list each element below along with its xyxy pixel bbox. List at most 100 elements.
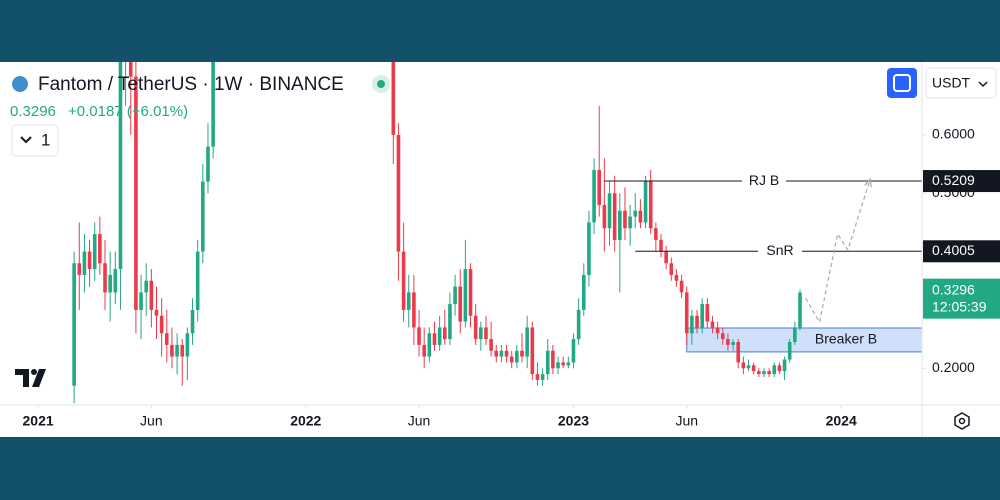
price-badge <box>923 170 1000 193</box>
x-tick-label: Jun <box>675 413 698 429</box>
candle-body <box>746 365 751 369</box>
candle-body <box>618 210 622 240</box>
candle-body <box>103 263 107 293</box>
plot-area <box>72 62 922 404</box>
candle-body <box>201 181 205 252</box>
candle-body <box>427 333 432 357</box>
candle-body <box>530 327 535 375</box>
price-change: +0.0187 (+6.01%) <box>68 103 188 120</box>
candle-body <box>587 222 591 275</box>
candle-body <box>695 315 699 328</box>
candle-body <box>391 62 396 135</box>
candle-body <box>762 371 766 375</box>
candle-body <box>798 292 802 328</box>
candle-body <box>720 333 725 340</box>
candle-body <box>175 344 179 357</box>
candle-body <box>751 365 756 372</box>
candle-body <box>540 374 545 380</box>
candle-body <box>654 228 658 240</box>
candle-body <box>87 251 92 270</box>
candle-body <box>669 263 674 275</box>
candle-body <box>515 350 519 363</box>
x-tick-label: 2021 <box>23 413 54 429</box>
currency-label: USDT <box>932 75 971 91</box>
candle-body <box>674 274 679 281</box>
candle-body <box>453 286 457 305</box>
breaker-zone <box>686 327 922 353</box>
candle-body <box>72 263 76 386</box>
candle-body <box>659 239 663 252</box>
candle-body <box>576 309 581 340</box>
candle-body <box>82 251 87 275</box>
candle-body <box>128 62 133 77</box>
candle-body <box>113 269 118 293</box>
candle-body <box>154 309 159 316</box>
candle-body <box>551 350 555 369</box>
candle-body <box>458 286 463 322</box>
settings-icon[interactable] <box>954 412 970 430</box>
x-tick-label: Jun <box>408 413 431 429</box>
candle-body <box>731 342 735 345</box>
candle-body <box>118 62 123 270</box>
candle-body <box>463 269 468 322</box>
candle-body <box>741 362 746 369</box>
candle-body <box>612 193 617 240</box>
candle-body <box>566 362 571 366</box>
candle-body <box>159 315 164 334</box>
settings-icon-center <box>958 417 966 425</box>
candle-body <box>793 327 797 342</box>
currency-chevron <box>978 81 988 88</box>
candle-body <box>592 169 596 223</box>
candle-body <box>417 327 421 345</box>
level-label: RJ B <box>749 172 779 188</box>
candle-body <box>607 193 612 229</box>
candle-body <box>525 327 529 357</box>
overlay: Fantom / TetherUS · 1W · BINANCE 0.3296 … <box>10 67 997 430</box>
candle-body <box>422 344 426 357</box>
candle-body <box>195 251 200 310</box>
candle-body <box>597 169 602 205</box>
candle-body <box>643 181 648 223</box>
x-tick-label: 2022 <box>290 413 321 429</box>
candle-body <box>700 304 704 328</box>
candle-body <box>684 292 689 334</box>
countdown-label: 12:05:39 <box>932 298 987 314</box>
candle-body <box>77 263 82 275</box>
candle-body <box>638 210 643 223</box>
candle-body <box>772 365 777 375</box>
x-tick-label: 2024 <box>826 413 857 429</box>
candle-body <box>479 327 483 340</box>
interval-button[interactable] <box>11 124 59 157</box>
chart-panel <box>0 62 1000 437</box>
y-tick-label: 0.2000 <box>932 359 975 375</box>
candle-body <box>489 339 493 351</box>
symbol-title: Fantom / TetherUS · 1W · BINANCE <box>38 74 344 95</box>
candle-body <box>757 371 761 375</box>
candle-body <box>412 292 416 328</box>
level-label-bg <box>758 242 802 261</box>
level-label: SnR <box>766 242 793 258</box>
candle-body <box>602 204 607 229</box>
candle-body <box>556 362 560 369</box>
candle-body <box>777 365 782 372</box>
fullscreen-icon <box>893 74 911 92</box>
candle-body <box>134 76 138 310</box>
candle-body <box>628 216 632 229</box>
candle-body <box>571 339 576 363</box>
candle-body <box>679 280 684 293</box>
candle-body <box>782 359 787 372</box>
candle-body <box>164 333 169 345</box>
candle-body <box>535 374 540 380</box>
currency-select[interactable] <box>925 67 997 99</box>
candle-body <box>473 315 478 340</box>
candle-body <box>139 292 143 310</box>
candle-body <box>468 269 473 316</box>
candle-body <box>710 321 715 328</box>
candle-body <box>170 344 174 357</box>
candle-body <box>448 304 452 340</box>
candle-body <box>767 371 771 375</box>
tv-logo <box>15 369 46 387</box>
y-tick-label: 0.6000 <box>932 126 975 142</box>
fullscreen-button[interactable] <box>887 68 917 98</box>
